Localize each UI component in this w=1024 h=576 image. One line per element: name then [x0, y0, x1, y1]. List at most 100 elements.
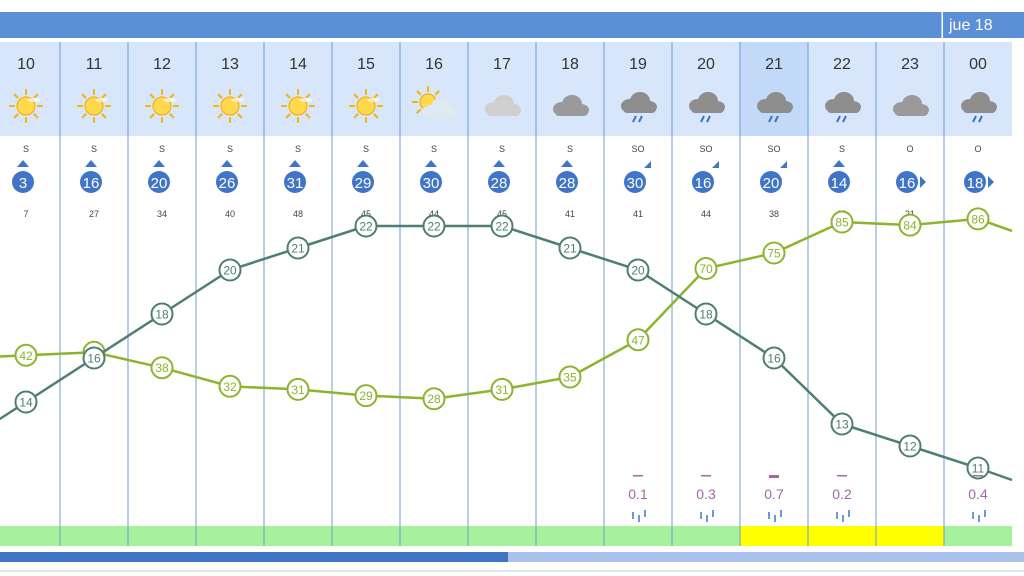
wind-speed-badge: [556, 171, 578, 193]
wind-direction-label: S: [91, 144, 97, 154]
risk-level-cell: [876, 526, 944, 546]
humidity-label: 75: [767, 247, 781, 261]
cloud-base: [424, 111, 457, 119]
raindrops-icon: [836, 510, 850, 522]
wind-gust-value: 48: [293, 209, 303, 219]
haze-streak: [367, 98, 381, 102]
cloud-base: [963, 105, 996, 113]
temperature-label: 11: [972, 462, 985, 476]
humidity-label: 86: [971, 212, 985, 226]
sun-ray: [285, 113, 291, 119]
haze-streak: [231, 98, 245, 102]
wind-direction-label: SO: [631, 144, 644, 154]
wind-direction-label: SO: [767, 144, 780, 154]
sun-ray: [416, 90, 422, 96]
wind-direction-label: S: [23, 144, 29, 154]
raindrops-icon: [700, 510, 714, 522]
wind-gust-value: 38: [769, 209, 779, 219]
wind-direction-label: S: [839, 144, 845, 154]
wind-gust-value: 41: [633, 209, 643, 219]
cloud-base: [759, 105, 792, 113]
wind-gust-value: 45: [361, 209, 371, 219]
risk-level-cell: [0, 526, 60, 546]
hour-label: 14: [289, 56, 307, 73]
sun-ray: [149, 93, 155, 99]
hour-header-cell: [944, 42, 1012, 136]
precipitation-value: 0.2: [832, 486, 852, 502]
wind-direction-label: SO: [699, 144, 712, 154]
precipitation-value: 0.1: [628, 486, 648, 502]
wind-row: S 3 7 S 16 27 S 20 34 S 26 40 S 31 48 S 29 45 S 30 44 S 28 45 S 2…: [12, 144, 994, 219]
precip-level-bar: [633, 475, 643, 477]
risk-level-cell: [808, 526, 876, 546]
rain-drop: [632, 115, 637, 123]
timeline-scrollbar-thumb[interactable]: [0, 552, 508, 562]
wind-direction-label: S: [227, 144, 233, 154]
wind-speed-badge: [896, 171, 918, 193]
temperature-label: 21: [563, 242, 577, 256]
wind-speed-badge: [216, 171, 238, 193]
precip-level-bar: [701, 475, 711, 477]
sun-icon: [77, 89, 111, 123]
sun-ray: [353, 113, 359, 119]
humidity-label: 28: [427, 392, 441, 406]
wind-arrow-icon: [357, 160, 369, 167]
hour-label: 13: [221, 56, 239, 73]
wind-speed-badge: [692, 171, 714, 193]
humidity-point: [558, 365, 582, 389]
sun-icon: [213, 89, 247, 123]
humidity-label: 31: [291, 383, 305, 397]
humidity-point: [218, 374, 242, 398]
humidity-label: 29: [359, 389, 373, 403]
temperature-point: [490, 214, 514, 238]
wind-direction-label: S: [567, 144, 573, 154]
temperature-label: 22: [495, 220, 509, 234]
sun-cloud-icon: [412, 86, 458, 119]
rain-drop: [706, 115, 711, 123]
temperature-label: 21: [291, 242, 305, 256]
wind-direction-label: S: [295, 144, 301, 154]
sun-ray: [373, 113, 379, 119]
sun-ray: [416, 108, 422, 114]
rain-drop: [700, 115, 705, 123]
precip-level-bar: [769, 475, 779, 478]
wind-speed-value: 18: [967, 175, 984, 192]
sun-ray: [305, 113, 311, 119]
wind-speed-value: 28: [559, 175, 576, 192]
temperature-label: 16: [767, 352, 781, 366]
humidity-point: [898, 213, 922, 237]
humidity-point: [354, 384, 378, 408]
temperature-label: 20: [631, 264, 645, 278]
cloud-rain-icon: [689, 92, 725, 123]
wind-speed-badge: [624, 171, 646, 193]
temperature-label: 13: [835, 418, 849, 432]
wind-speed-value: 28: [491, 175, 508, 192]
wind-direction-label: S: [499, 144, 505, 154]
wind-arrow-icon: [833, 160, 845, 167]
wind-speed-value: 30: [423, 175, 440, 192]
temperature-label: 22: [359, 220, 373, 234]
humidity-label: 35: [563, 371, 577, 385]
sun-ray: [305, 93, 311, 99]
temperature-label: 12: [903, 440, 917, 454]
risk-level-cell: [944, 526, 1012, 546]
precip-level-bar: [973, 475, 983, 477]
sun-ray: [217, 113, 223, 119]
wind-gust-value: 44: [429, 209, 439, 219]
haze-streak: [95, 98, 109, 102]
humidity-point: [626, 328, 650, 352]
wind-gust-value: 41: [565, 209, 575, 219]
wind-arrow-icon: [221, 160, 233, 167]
rain-drop: [842, 115, 847, 123]
hour-header-cell: [740, 42, 808, 136]
hour-label: 22: [833, 56, 851, 73]
cloud-light-icon: [485, 95, 521, 116]
sun-ray: [285, 93, 291, 99]
humidity-point: [286, 377, 310, 401]
hour-label: 00: [969, 56, 987, 73]
wind-arrow-icon: [988, 176, 994, 188]
wind-speed-value: 16: [695, 175, 712, 192]
timeline-scrollbar-track[interactable]: [0, 552, 1024, 562]
risk-level-cell: [196, 526, 264, 546]
